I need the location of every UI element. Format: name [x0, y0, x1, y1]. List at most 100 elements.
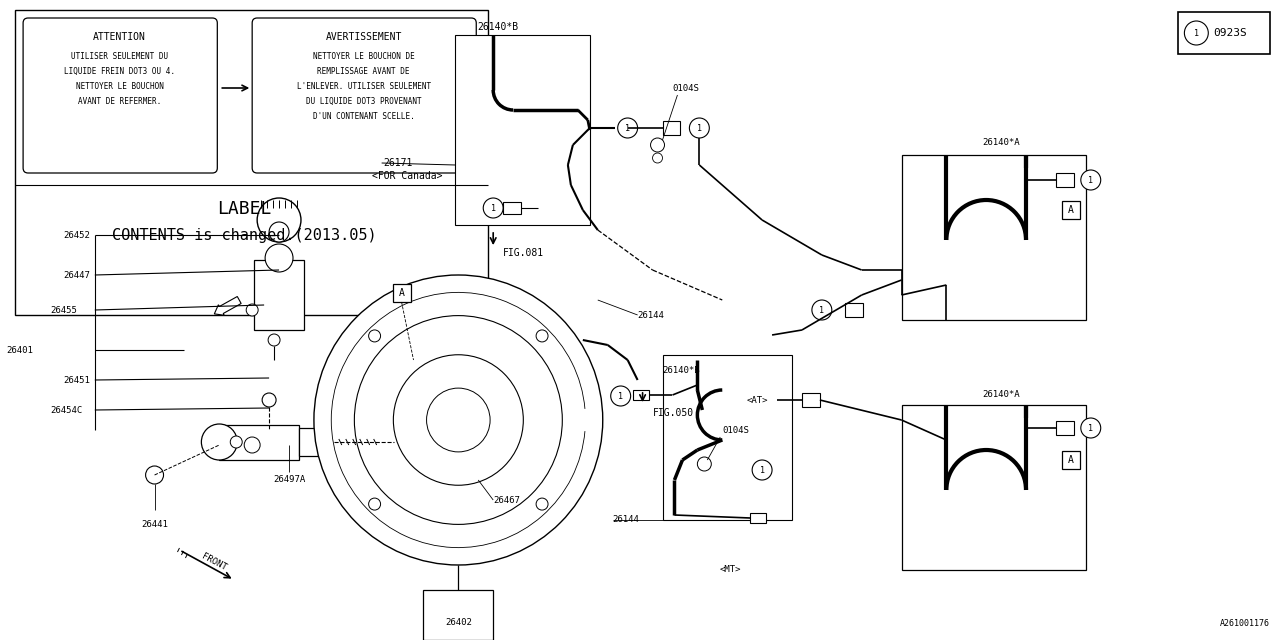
Text: 26467: 26467 — [493, 495, 520, 504]
Text: FIG.081: FIG.081 — [503, 248, 544, 258]
Circle shape — [1080, 170, 1101, 190]
Circle shape — [355, 316, 562, 524]
Bar — [255, 260, 303, 330]
Text: REMPLISSAGE AVANT DE: REMPLISSAGE AVANT DE — [317, 67, 410, 76]
Text: 1: 1 — [618, 392, 623, 401]
Text: NETTOYER LE BOUCHON: NETTOYER LE BOUCHON — [76, 82, 164, 91]
Text: 0104S: 0104S — [722, 426, 749, 435]
Circle shape — [201, 424, 237, 460]
Circle shape — [369, 498, 380, 510]
Bar — [219, 425, 300, 460]
Text: A: A — [398, 288, 404, 298]
Bar — [845, 303, 863, 317]
Bar — [1056, 173, 1074, 187]
Text: D'UN CONTENANT SCELLE.: D'UN CONTENANT SCELLE. — [312, 112, 415, 121]
Text: 26497A: 26497A — [273, 475, 305, 484]
Text: 1: 1 — [1088, 424, 1093, 433]
Bar — [503, 202, 521, 214]
Circle shape — [393, 355, 524, 485]
Text: DU LIQUIDE DOT3 PROVENANT: DU LIQUIDE DOT3 PROVENANT — [306, 97, 421, 106]
Bar — [1056, 421, 1074, 435]
Circle shape — [611, 386, 631, 406]
Text: 26454C: 26454C — [51, 406, 83, 415]
Text: 1: 1 — [1194, 29, 1199, 38]
Text: AVERTISSEMENT: AVERTISSEMENT — [325, 32, 402, 42]
Circle shape — [246, 304, 259, 316]
Text: 26140*B: 26140*B — [477, 22, 518, 32]
Bar — [901, 155, 1085, 320]
Text: A261001176: A261001176 — [1220, 619, 1270, 628]
Text: 1: 1 — [696, 124, 701, 132]
Text: LIQUIDE FREIN DOT3 OU 4.: LIQUIDE FREIN DOT3 OU 4. — [64, 67, 175, 76]
Text: 1: 1 — [490, 204, 495, 212]
Text: <FOR Canada>: <FOR Canada> — [371, 171, 442, 181]
Text: 26452: 26452 — [63, 230, 90, 239]
Circle shape — [650, 138, 664, 152]
Circle shape — [536, 498, 548, 510]
Text: 26144: 26144 — [613, 515, 640, 525]
Circle shape — [369, 330, 380, 342]
Text: 1: 1 — [819, 305, 824, 314]
Circle shape — [426, 388, 490, 452]
Text: ATTENTION: ATTENTION — [93, 32, 146, 42]
Text: A: A — [1068, 205, 1074, 215]
Bar — [901, 405, 1085, 570]
Text: A: A — [1068, 455, 1074, 465]
Circle shape — [1080, 418, 1101, 438]
Circle shape — [690, 118, 709, 138]
Circle shape — [753, 460, 772, 480]
Circle shape — [812, 300, 832, 320]
Text: 26140*A: 26140*A — [982, 390, 1020, 399]
Circle shape — [268, 334, 280, 346]
Text: 26140*B: 26140*B — [663, 365, 700, 374]
Text: 26140*A: 26140*A — [982, 138, 1020, 147]
Text: CONTENTS is changed.(2013.05): CONTENTS is changed.(2013.05) — [111, 228, 376, 243]
Circle shape — [536, 330, 548, 342]
Bar — [663, 121, 681, 135]
Circle shape — [1184, 21, 1208, 45]
Text: FRONT: FRONT — [201, 552, 228, 572]
Text: <MT>: <MT> — [719, 566, 741, 575]
Text: 26171: 26171 — [384, 158, 413, 168]
Text: UTILISER SEULEMENT DU: UTILISER SEULEMENT DU — [72, 52, 168, 61]
Circle shape — [230, 436, 242, 448]
Circle shape — [484, 198, 503, 218]
Text: NETTOYER LE BOUCHON DE: NETTOYER LE BOUCHON DE — [312, 52, 415, 61]
Text: 26447: 26447 — [63, 271, 90, 280]
Bar — [663, 355, 792, 520]
Text: <AT>: <AT> — [746, 396, 768, 404]
Circle shape — [262, 393, 276, 407]
Circle shape — [698, 457, 712, 471]
Text: 1: 1 — [1088, 175, 1093, 184]
Circle shape — [653, 153, 663, 163]
Text: 0923S: 0923S — [1213, 28, 1247, 38]
Text: 0104S: 0104S — [672, 83, 699, 93]
Text: 26401: 26401 — [6, 346, 33, 355]
Text: L'ENLEVER. UTILISER SEULEMENT: L'ENLEVER. UTILISER SEULEMENT — [297, 82, 431, 91]
Bar — [393, 284, 411, 302]
Circle shape — [265, 244, 293, 272]
Bar — [424, 590, 493, 640]
FancyBboxPatch shape — [23, 18, 218, 173]
Text: 26402: 26402 — [445, 618, 472, 627]
Text: 26455: 26455 — [50, 305, 77, 314]
Circle shape — [314, 275, 603, 565]
Text: 26441: 26441 — [141, 520, 168, 529]
Circle shape — [257, 198, 301, 242]
Text: AVANT DE REFERMER.: AVANT DE REFERMER. — [78, 97, 161, 106]
Bar — [1062, 201, 1080, 219]
Circle shape — [269, 222, 289, 242]
Bar — [750, 513, 767, 523]
Bar — [1179, 12, 1270, 54]
Text: 1: 1 — [759, 465, 764, 474]
Text: 1: 1 — [625, 124, 630, 132]
FancyArrow shape — [214, 296, 241, 316]
Bar — [456, 35, 590, 225]
Bar — [632, 390, 649, 400]
FancyBboxPatch shape — [252, 18, 476, 173]
Text: LABEL: LABEL — [218, 200, 271, 218]
Circle shape — [244, 437, 260, 453]
Bar — [1062, 451, 1080, 469]
Text: FIG.050: FIG.050 — [653, 408, 694, 418]
Circle shape — [618, 118, 637, 138]
